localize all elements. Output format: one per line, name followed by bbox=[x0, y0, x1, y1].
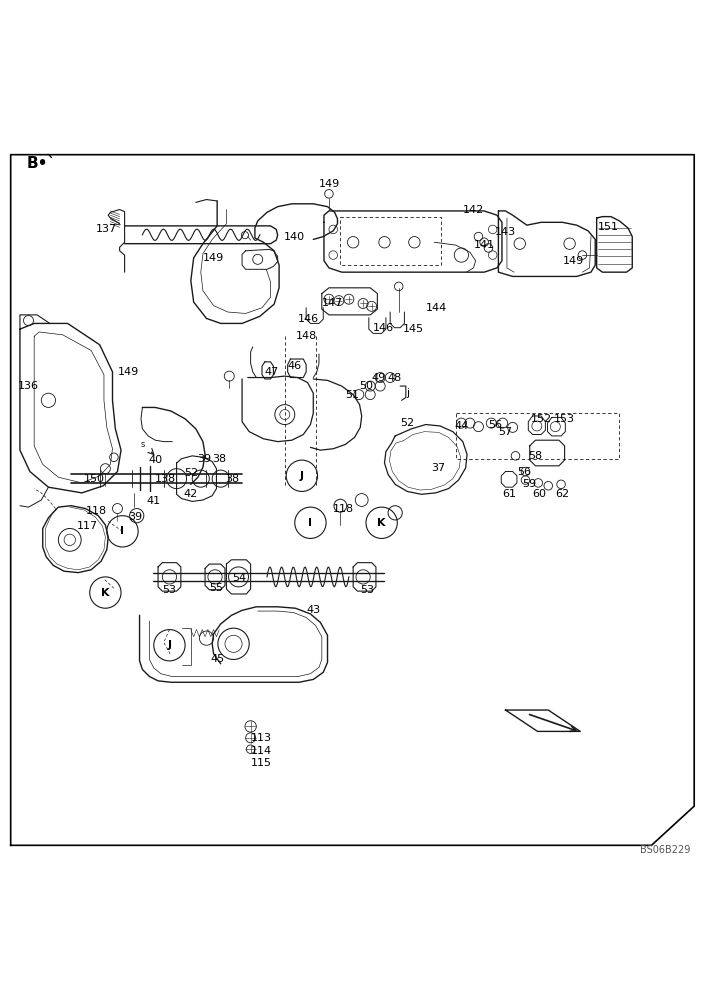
Text: 149: 149 bbox=[319, 179, 340, 189]
Text: 58: 58 bbox=[528, 451, 543, 461]
Text: j: j bbox=[406, 388, 409, 398]
Text: I: I bbox=[120, 526, 125, 536]
Text: 49: 49 bbox=[372, 373, 386, 383]
Text: K: K bbox=[101, 588, 110, 598]
Text: 39: 39 bbox=[197, 454, 211, 464]
Text: J: J bbox=[300, 471, 304, 481]
Text: 117: 117 bbox=[77, 521, 98, 531]
Text: 59: 59 bbox=[523, 479, 537, 489]
Text: 141: 141 bbox=[473, 240, 495, 250]
Text: 53: 53 bbox=[360, 585, 375, 595]
Text: 153: 153 bbox=[554, 414, 575, 424]
Text: 41: 41 bbox=[146, 496, 160, 506]
Text: 148: 148 bbox=[295, 331, 317, 341]
Text: 40: 40 bbox=[148, 455, 162, 465]
Text: 149: 149 bbox=[118, 367, 140, 377]
Text: 146: 146 bbox=[373, 323, 394, 333]
Text: 55: 55 bbox=[209, 583, 224, 593]
Text: 48: 48 bbox=[387, 373, 402, 383]
Text: 143: 143 bbox=[495, 227, 516, 237]
Text: 145: 145 bbox=[403, 324, 424, 334]
Text: 144: 144 bbox=[426, 303, 447, 313]
Text: B•`: B•` bbox=[27, 156, 56, 171]
Text: 115: 115 bbox=[251, 758, 271, 768]
Text: 140: 140 bbox=[283, 232, 305, 242]
Text: 114: 114 bbox=[251, 746, 272, 756]
Text: 39: 39 bbox=[128, 512, 142, 522]
Text: 61: 61 bbox=[503, 489, 517, 499]
Text: 56: 56 bbox=[488, 420, 502, 430]
Text: 37: 37 bbox=[431, 463, 445, 473]
Text: 150: 150 bbox=[84, 474, 105, 484]
Text: 62: 62 bbox=[555, 489, 570, 499]
Text: 51: 51 bbox=[345, 390, 360, 400]
Text: 38: 38 bbox=[225, 474, 239, 484]
Text: 118: 118 bbox=[85, 506, 107, 516]
Text: 151: 151 bbox=[598, 222, 619, 232]
Text: 52: 52 bbox=[184, 468, 198, 478]
Text: 118: 118 bbox=[333, 504, 355, 514]
Text: 54: 54 bbox=[232, 573, 246, 583]
Text: 149: 149 bbox=[203, 253, 224, 263]
Text: 45: 45 bbox=[210, 654, 224, 664]
Text: 137: 137 bbox=[96, 224, 117, 234]
Text: 53: 53 bbox=[162, 585, 177, 595]
Text: 52: 52 bbox=[400, 418, 414, 428]
Text: 113: 113 bbox=[251, 733, 271, 743]
Text: 138: 138 bbox=[155, 474, 177, 484]
Text: BS06B229: BS06B229 bbox=[640, 845, 691, 855]
Text: I: I bbox=[308, 518, 313, 528]
Text: 56: 56 bbox=[517, 467, 531, 477]
Text: 142: 142 bbox=[463, 205, 484, 215]
Text: 60: 60 bbox=[533, 489, 547, 499]
Text: J: J bbox=[167, 640, 172, 650]
Text: 50: 50 bbox=[360, 381, 374, 391]
Text: 44: 44 bbox=[454, 421, 468, 431]
Text: 46: 46 bbox=[288, 361, 302, 371]
Text: 38: 38 bbox=[212, 454, 226, 464]
Text: 136: 136 bbox=[18, 381, 38, 391]
Text: 42: 42 bbox=[184, 489, 198, 499]
Text: 57: 57 bbox=[498, 427, 512, 437]
Text: 43: 43 bbox=[306, 605, 320, 615]
Text: s: s bbox=[140, 440, 145, 449]
Text: 152: 152 bbox=[530, 414, 552, 424]
Text: 149: 149 bbox=[562, 256, 584, 266]
Text: K: K bbox=[377, 518, 386, 528]
Text: 47: 47 bbox=[265, 367, 279, 377]
Text: 147: 147 bbox=[322, 298, 343, 308]
Text: 146: 146 bbox=[298, 314, 319, 324]
